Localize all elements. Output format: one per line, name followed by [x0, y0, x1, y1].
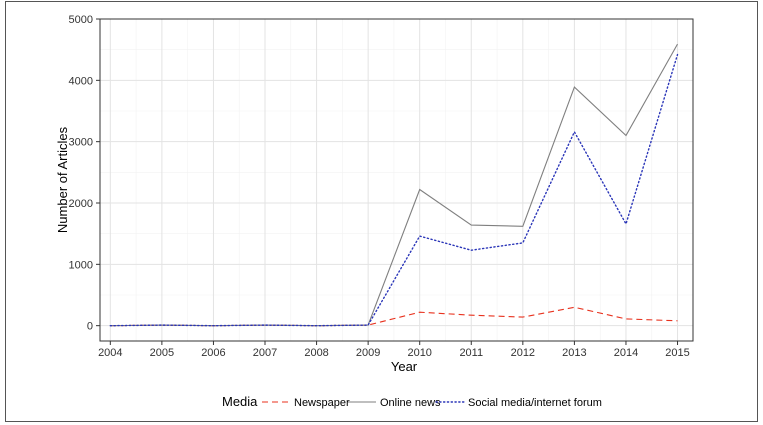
x-tick-label: 2014 [614, 347, 638, 359]
chart-frame [5, 1, 758, 422]
x-tick-label: 2004 [98, 347, 122, 359]
legend-label: Newspaper [294, 397, 350, 409]
y-tick-label: 0 [87, 321, 93, 333]
legend-title: Media [222, 394, 258, 409]
x-tick-label: 2005 [150, 347, 174, 359]
x-tick-label: 2007 [253, 347, 277, 359]
series-line-social-media-internet-forum [109, 53, 679, 327]
x-tick-label: 2008 [304, 347, 328, 359]
y-axis-title: Number of Articles [55, 126, 70, 233]
minor-gridlines [100, 19, 693, 341]
x-tick-label: 2009 [356, 347, 380, 359]
major-gridlines [100, 18, 693, 341]
x-tick-label: 2006 [201, 347, 225, 359]
x-tick-label: 2010 [407, 347, 431, 359]
x-axis-ticks: 2004 2005 2006 2007 2008 2009 2010 2011 2012 2013… [98, 341, 690, 359]
y-tick-label: 5000 [69, 14, 93, 26]
y-tick-label: 3000 [69, 137, 93, 149]
series-lines [109, 43, 679, 327]
legend: Media Newspaper Online news Social media/i… [222, 394, 602, 409]
x-tick-label: 2012 [511, 347, 535, 359]
plot-panel [99, 18, 694, 342]
x-tick-label: 2015 [665, 347, 689, 359]
x-axis-title: Year [391, 359, 418, 374]
x-tick-label: 2013 [562, 347, 586, 359]
y-tick-label: 2000 [69, 198, 93, 210]
y-tick-label: 1000 [69, 259, 93, 271]
x-tick-label: 2011 [459, 347, 483, 359]
legend-label: Social media/internet forum [468, 397, 602, 409]
legend-label: Online news [380, 397, 441, 409]
y-tick-label: 4000 [69, 75, 93, 87]
y-axis-ticks: 0 1000 2000 3000 4000 5000 [69, 14, 100, 333]
